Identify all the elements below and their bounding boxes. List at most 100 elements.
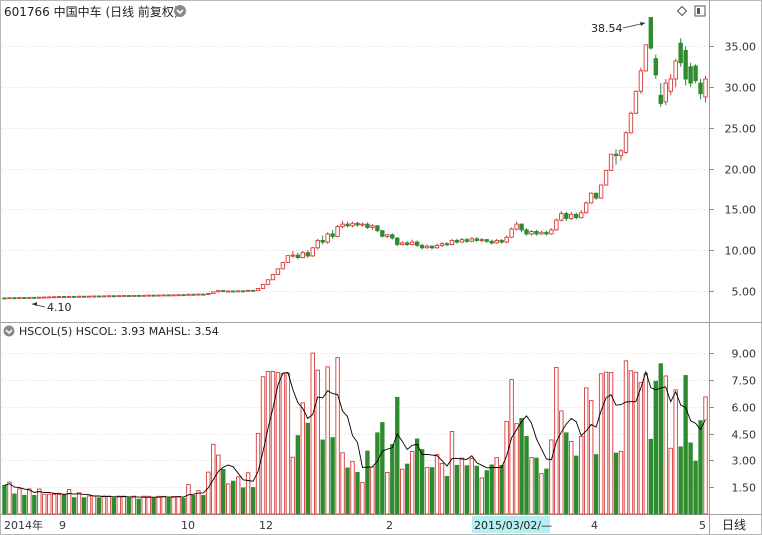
hscol-bar <box>136 498 141 515</box>
hscol-bar <box>489 464 494 515</box>
candle-body <box>693 65 698 82</box>
hscol-bar <box>111 497 117 515</box>
candle-body <box>345 223 350 227</box>
candle-body <box>146 294 151 297</box>
diamond-icon[interactable] <box>676 5 688 17</box>
hscol-bar <box>569 440 574 515</box>
price-tick-label: 35.00 <box>725 41 757 54</box>
candle-body <box>459 239 465 243</box>
chevron-down-icon[interactable] <box>3 325 15 337</box>
axes: 5.00 10.00 15.00 20.00 25.00 30.00 35.00 1.50 3.… <box>709 41 756 495</box>
hscol-bar <box>529 457 534 515</box>
candle-body <box>429 245 435 249</box>
hscol-bar <box>429 467 435 515</box>
x-axis-label: 9 <box>59 519 66 532</box>
candle-body <box>196 293 201 296</box>
candle-body <box>673 60 678 80</box>
candle-body <box>648 17 654 49</box>
hscol-bar <box>245 472 251 515</box>
candle-body <box>106 295 112 298</box>
hscol-bar <box>275 372 281 515</box>
x-axis-label: 12 <box>259 519 273 532</box>
candle-body <box>559 213 564 221</box>
hscol-bar <box>628 370 634 515</box>
x-axis-label: 2 <box>386 519 393 532</box>
candle-body <box>385 234 390 237</box>
hscol-bar <box>230 480 236 515</box>
hscol-bar <box>385 472 390 515</box>
hscol-bar <box>310 352 315 515</box>
hscol-bar <box>325 366 330 515</box>
hscol-bar <box>608 371 614 515</box>
candle-body <box>166 294 171 297</box>
hscol-bar <box>32 494 37 515</box>
candle-body <box>186 293 191 296</box>
candle-body <box>534 231 539 235</box>
hscol-bar <box>653 380 658 515</box>
candle-body <box>71 295 77 298</box>
x-axis-label: 5 <box>699 519 706 532</box>
candle-body <box>469 238 475 242</box>
candle-body <box>698 82 703 95</box>
hscol-bar <box>121 495 126 515</box>
hscol-bar <box>549 439 554 515</box>
hscol-bar <box>265 371 271 515</box>
hscol-bar <box>454 464 460 515</box>
candle-body <box>221 290 226 293</box>
candle-body <box>688 66 693 84</box>
chevron-down-icon[interactable] <box>174 5 186 17</box>
x-axis-label: 4 <box>591 519 598 532</box>
hscol-bar <box>300 402 305 515</box>
candle-body <box>325 233 330 243</box>
period-button[interactable]: 日线 <box>722 518 746 532</box>
candle-body <box>216 290 221 293</box>
hscol-bar <box>618 450 624 515</box>
hscol-bar <box>76 492 82 515</box>
hscol-bar <box>186 484 191 515</box>
candle-body <box>91 295 97 298</box>
candle-body <box>136 294 141 297</box>
candle-body <box>613 153 619 157</box>
hscol-bar <box>514 423 519 515</box>
hscol-bar <box>638 382 644 515</box>
candle-body <box>285 255 291 264</box>
hscol-bar <box>295 435 301 515</box>
candle-body <box>226 290 231 293</box>
candle-body <box>42 296 47 299</box>
candle-body <box>628 112 634 134</box>
candle-body <box>17 297 22 299</box>
hscol-bar <box>235 476 241 515</box>
hscol-bar <box>588 400 594 515</box>
hscol-bar <box>484 470 489 515</box>
panel-toggle-icon[interactable] <box>694 5 706 17</box>
candle-body <box>643 44 649 72</box>
indicator-header: HSCOL(5) HSCOL: 3.93 MAHSL: 3.54 <box>19 325 219 338</box>
hscol-bar <box>678 446 683 515</box>
candle-body <box>524 229 529 235</box>
candle-body <box>76 295 82 298</box>
hscol-bar <box>449 431 455 515</box>
hscol-bar <box>444 476 450 515</box>
candle-body <box>633 90 639 114</box>
candle-body <box>424 245 430 249</box>
hscol-bar <box>469 458 475 515</box>
candle-body <box>320 240 325 243</box>
candle-body <box>330 233 335 237</box>
hscol-bar <box>524 435 529 515</box>
hscol-bar <box>434 454 440 515</box>
x-axis-label: 2015/03/02/— <box>474 519 552 532</box>
hscol-bar <box>593 454 599 515</box>
hscol-bar <box>405 463 410 515</box>
candle-body <box>52 296 57 299</box>
candle-body <box>206 293 211 295</box>
hscol-bar <box>688 442 693 515</box>
candle-body <box>494 240 499 244</box>
candle-body <box>126 295 131 297</box>
hscol-bar <box>534 457 539 515</box>
candle-body <box>375 225 380 232</box>
candle-body <box>315 240 320 249</box>
hscol-bar <box>584 387 589 515</box>
stock-title: 601766 中国中车 (日线 前复权) <box>4 4 179 19</box>
candle-body <box>280 262 286 270</box>
high-price-arrowhead <box>640 22 645 26</box>
